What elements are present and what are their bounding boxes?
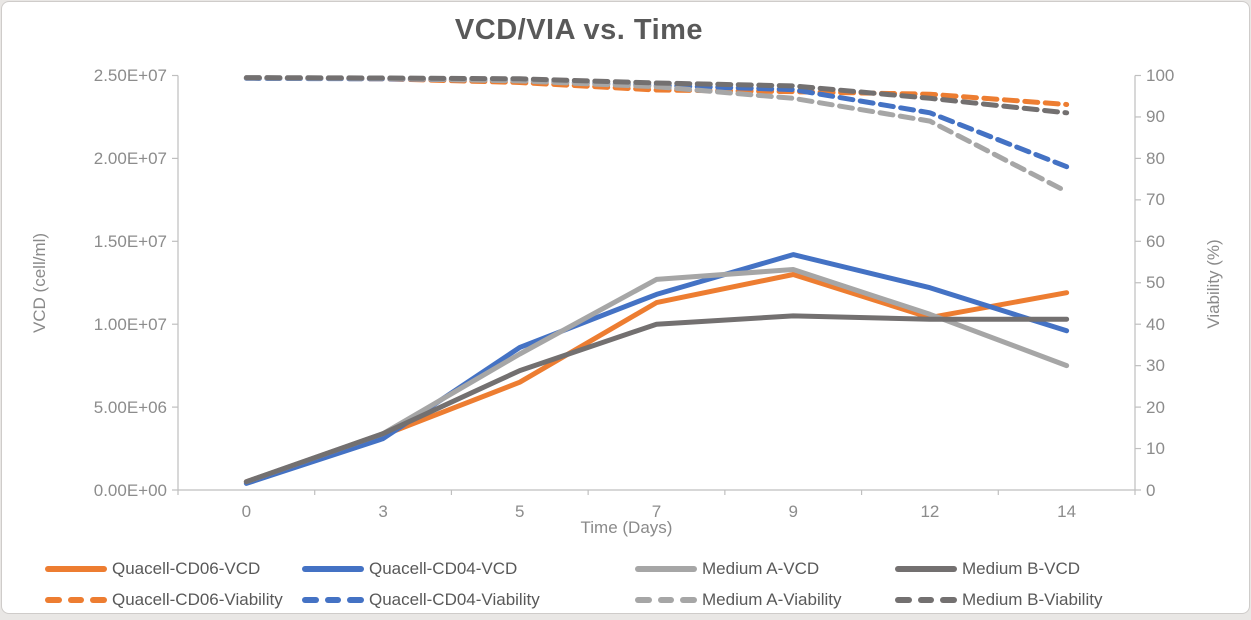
legend-label: Quacell-CD06-VCD — [112, 559, 261, 578]
x-category-label: 3 — [378, 502, 388, 521]
legend-item-quacell-cd06-viability[interactable]: Quacell-CD06-Viability — [45, 588, 283, 612]
legend-item-medium-b-vcd[interactable]: Medium B-VCD — [895, 557, 1080, 581]
legend-item-medium-a-viability[interactable]: Medium A-Viability — [635, 588, 842, 612]
chart-canvas-svg — [172, 74, 1141, 495]
series-line-quacell-cd04-vcd[interactable] — [243, 252, 1070, 486]
x-category-label: 0 — [241, 502, 252, 521]
y-right-tick-label: 20 — [1146, 397, 1165, 417]
legend-swatch-dashed — [895, 597, 957, 603]
y-left-tick-label: 2.50E+07 — [93, 66, 167, 85]
y-right-tick-label: 0 — [1146, 480, 1156, 500]
legend-label: Quacell-CD04-Viability — [369, 590, 540, 609]
legend-label: Medium A-Viability — [702, 590, 842, 609]
legend-swatch-solid — [302, 566, 364, 572]
x-category-label: 14 — [1057, 502, 1077, 521]
y-left-tick-label: 2.00E+07 — [93, 148, 167, 168]
x-category-label: 9 — [788, 502, 798, 521]
legend-swatch-solid — [45, 566, 107, 572]
y-right-tick-label: 40 — [1146, 314, 1165, 334]
y-right-tick-label: 80 — [1146, 148, 1165, 168]
y-left-tick-label: 5.00E+06 — [93, 397, 167, 417]
y-right-tick-label: 10 — [1146, 439, 1165, 459]
legend-item-medium-a-vcd[interactable]: Medium A-VCD — [635, 557, 819, 581]
chart-title: VCD/VIA vs. Time — [454, 14, 704, 46]
y-right-tick-label: 100 — [1146, 66, 1175, 85]
legend-item-quacell-cd04-vcd[interactable]: Quacell-CD04-VCD — [302, 557, 517, 581]
legend-swatch-solid — [635, 566, 697, 572]
y-left-tick-label: 0.00E+00 — [93, 480, 167, 500]
legend-swatch-solid — [895, 566, 957, 572]
x-axis-title: Time (Days) — [580, 518, 673, 537]
legend-item-quacell-cd04-viability[interactable]: Quacell-CD04-Viability — [302, 588, 540, 612]
y-right-tick-label: 90 — [1146, 107, 1165, 127]
series-line-quacell-cd06-vcd[interactable] — [243, 272, 1070, 485]
y-right-tick-label: 60 — [1146, 231, 1165, 251]
legend-item-quacell-cd06-vcd[interactable]: Quacell-CD06-VCD — [45, 557, 260, 581]
y-right-tick-label: 70 — [1146, 190, 1165, 210]
y-right-tick-label: 50 — [1146, 273, 1165, 293]
legend-swatch-dashed — [635, 597, 697, 603]
legend-label: Medium B-VCD — [962, 559, 1081, 578]
legend-label: Quacell-CD04-VCD — [369, 559, 518, 578]
legend-label: Medium A-VCD — [702, 559, 820, 578]
legend-label: Quacell-CD06-Viability — [112, 590, 283, 609]
x-category-label: 12 — [920, 502, 940, 521]
x-category-label: 7 — [651, 502, 662, 521]
y-right-tick-label: 30 — [1146, 356, 1165, 376]
series-line-medium-b-viability[interactable] — [243, 75, 1070, 116]
y-left-tick-label: 1.50E+07 — [93, 231, 167, 251]
x-category-label: 5 — [515, 502, 525, 521]
y-left-tick-label: 1.00E+07 — [93, 314, 167, 334]
legend-swatch-dashed — [302, 597, 364, 603]
legend-swatch-dashed — [45, 597, 107, 603]
legend-item-medium-b-viability[interactable]: Medium B-Viability — [895, 588, 1102, 612]
legend-label: Medium B-Viability — [962, 590, 1103, 609]
series-line-medium-b-vcd[interactable] — [243, 313, 1070, 485]
